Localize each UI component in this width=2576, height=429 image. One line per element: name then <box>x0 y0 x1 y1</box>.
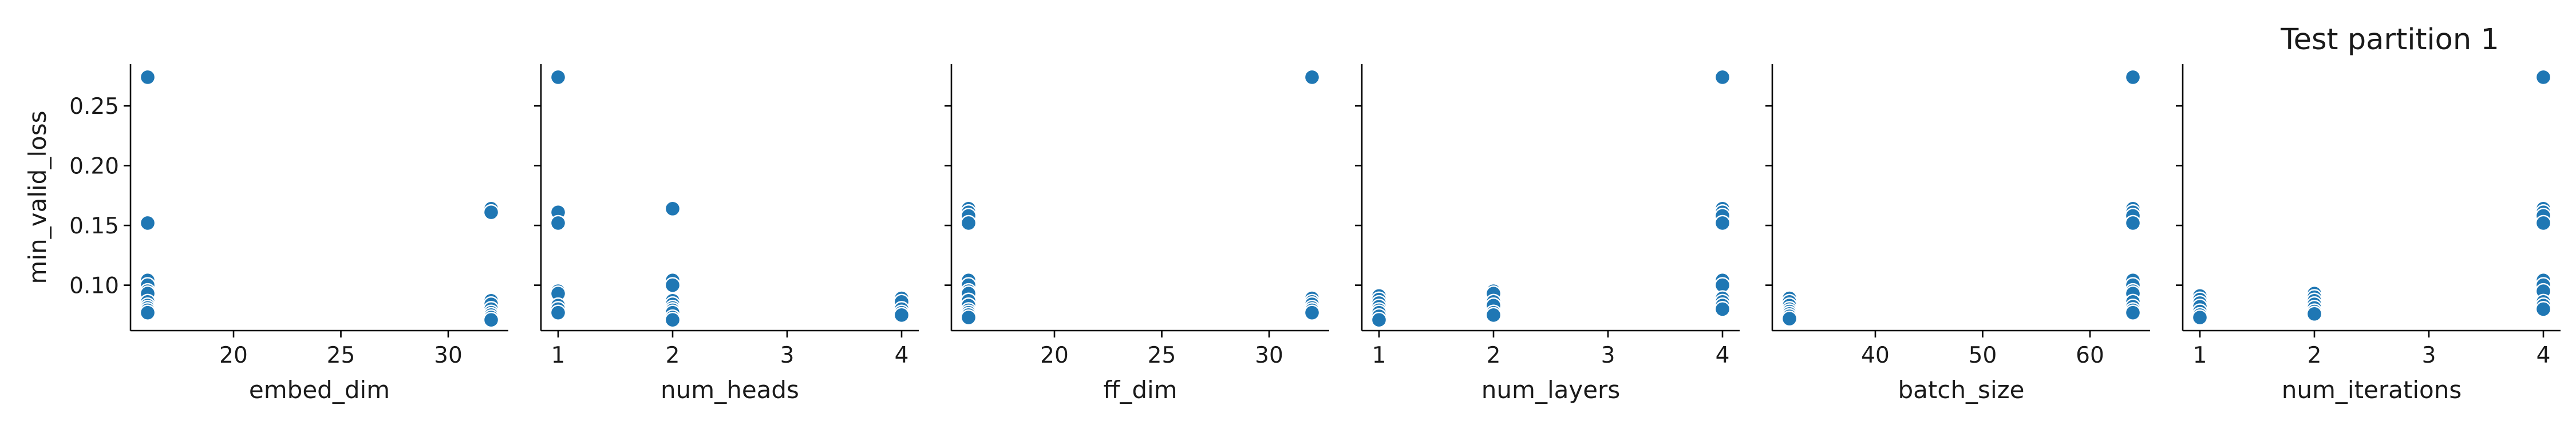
data-point <box>551 305 566 320</box>
x-tick-label: 50 <box>1969 343 1997 368</box>
data-point <box>1715 301 1730 316</box>
x-tick-label: 3 <box>2422 343 2436 368</box>
data-point <box>140 216 155 231</box>
data-point <box>961 216 976 231</box>
data-point <box>140 305 155 320</box>
panel-ff-dim: 20 25 30 ff_dim <box>945 64 1329 404</box>
x-tick-label: 1 <box>551 343 566 368</box>
y-tick-label: 0.15 <box>69 213 119 239</box>
x-tick-label: 2 <box>666 343 680 368</box>
panel-num-heads: 1 2 3 4 num_heads <box>534 64 919 404</box>
x-axis-label: num_layers <box>1481 376 1620 404</box>
x-axis-label: num_iterations <box>2282 376 2462 404</box>
panel-num-layers: 1 2 3 4 num_layers <box>1355 64 1740 404</box>
data-point <box>961 310 976 325</box>
panels-group: 0.10 0.15 0.20 0.25 20 25 30 embed_dim 1 2 3 4 num_h… <box>69 64 2561 404</box>
x-axis-label: embed_dim <box>249 376 390 404</box>
data-point <box>1305 305 1319 320</box>
data-point <box>2125 305 2140 320</box>
x-tick-label: 30 <box>434 343 463 368</box>
data-point <box>484 312 499 327</box>
data-point <box>140 70 155 85</box>
x-tick-label: 40 <box>1861 343 1890 368</box>
data-point <box>551 216 566 231</box>
data-point <box>1715 216 1730 231</box>
data-point <box>484 205 499 220</box>
x-axis-label: batch_size <box>1898 376 2024 404</box>
x-tick-label: 20 <box>1040 343 1069 368</box>
panel-embed-dim: 0.10 0.15 0.20 0.25 20 25 30 embed_dim <box>69 64 508 404</box>
x-tick-label: 1 <box>2193 343 2207 368</box>
data-point <box>665 201 680 216</box>
data-point <box>2536 70 2551 85</box>
data-point <box>2307 307 2322 321</box>
data-point <box>551 70 566 85</box>
x-tick-label: 20 <box>219 343 248 368</box>
data-point <box>1372 312 1386 327</box>
data-point <box>665 278 680 293</box>
data-point <box>2125 216 2140 231</box>
x-tick-label: 4 <box>895 343 909 368</box>
panel-batch-size: 40 50 60 batch_size <box>1765 64 2150 404</box>
data-point <box>665 312 680 327</box>
y-tick-label: 0.10 <box>69 273 119 299</box>
x-tick-label: 4 <box>1716 343 1730 368</box>
figure-title: Test partition 1 <box>2280 23 2499 57</box>
x-tick-label: 4 <box>2537 343 2551 368</box>
data-point <box>1305 70 1319 85</box>
data-point <box>2125 70 2140 85</box>
x-tick-label: 25 <box>1148 343 1176 368</box>
data-point <box>2536 216 2551 231</box>
data-point <box>2536 301 2551 316</box>
data-point <box>894 308 909 323</box>
data-point <box>1782 311 1797 326</box>
x-tick-label: 25 <box>327 343 355 368</box>
x-tick-label: 3 <box>780 343 795 368</box>
y-tick-label: 0.25 <box>69 94 119 120</box>
y-axis-label: min_valid_loss <box>23 111 52 284</box>
x-axis-label: num_heads <box>661 376 799 404</box>
data-point <box>1715 70 1730 85</box>
x-tick-label: 60 <box>2076 343 2104 368</box>
x-tick-label: 30 <box>1255 343 1283 368</box>
y-tick-label: 0.20 <box>69 154 119 180</box>
data-point <box>1486 308 1501 323</box>
data-point <box>2192 310 2207 325</box>
panel-num-iterations: 1 2 3 4 num_iterations <box>2176 64 2561 404</box>
x-axis-label: ff_dim <box>1103 376 1177 404</box>
x-tick-label: 2 <box>2308 343 2322 368</box>
x-tick-label: 3 <box>1601 343 1615 368</box>
x-tick-label: 1 <box>1372 343 1386 368</box>
x-tick-label: 2 <box>1487 343 1501 368</box>
